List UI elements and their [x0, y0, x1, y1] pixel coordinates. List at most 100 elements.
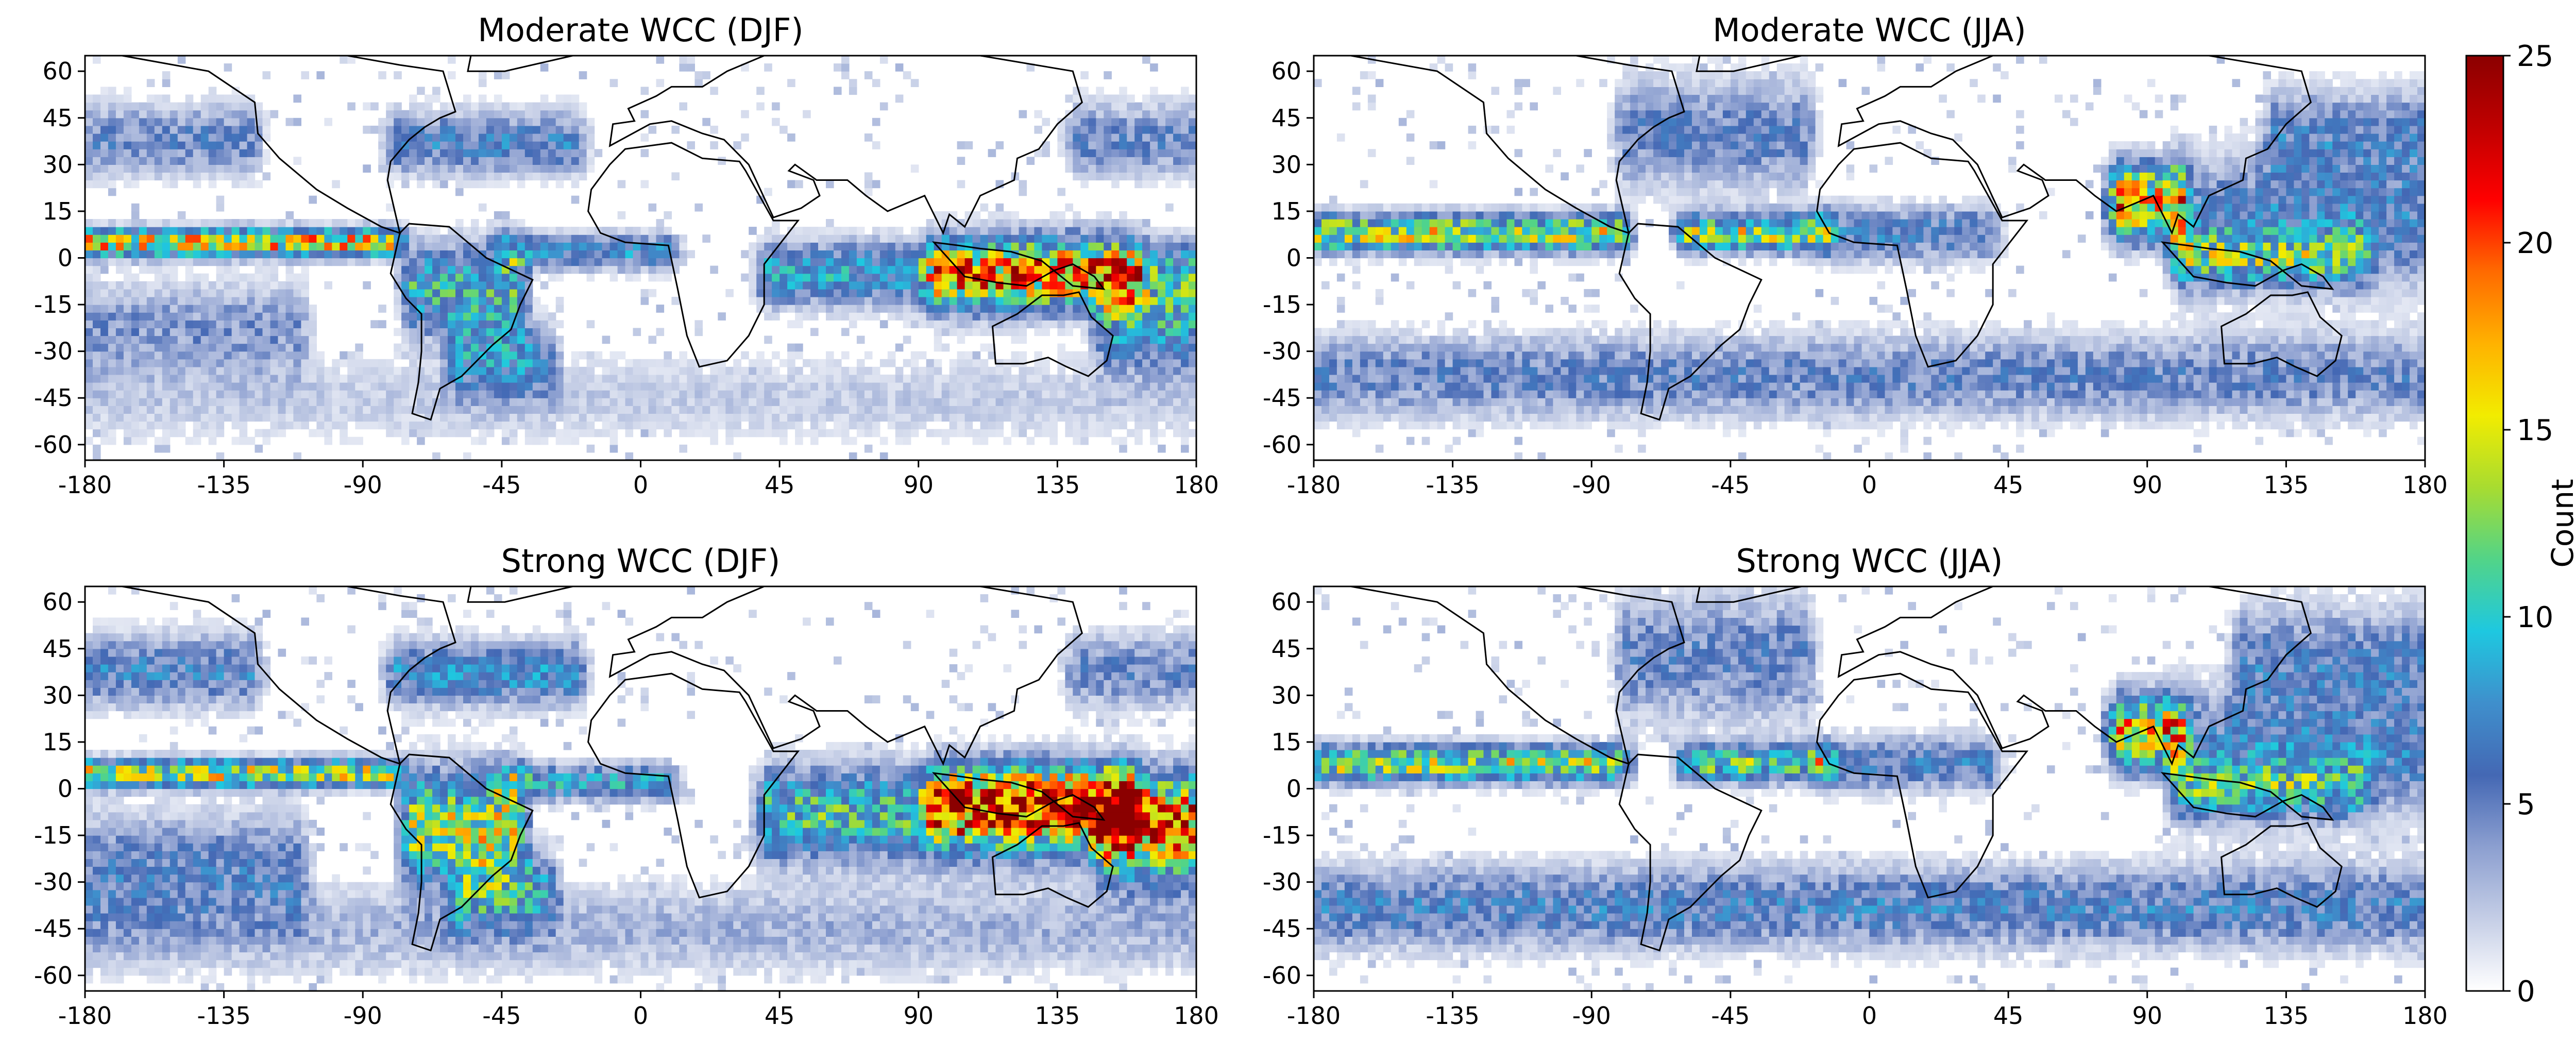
heatmap-cell: [949, 390, 958, 398]
heatmap-cell: [532, 234, 541, 243]
heatmap-cell: [401, 258, 410, 266]
heatmap-cell: [1096, 273, 1104, 282]
heatmap-cell: [772, 406, 780, 414]
heatmap-cell: [1452, 421, 1461, 430]
heatmap-cell: [910, 421, 919, 430]
heatmap-cell: [394, 328, 402, 337]
heatmap-cell: [1584, 421, 1592, 430]
heatmap-cell: [255, 234, 263, 243]
heatmap-cell: [509, 102, 518, 111]
heatmap-cell: [170, 429, 178, 438]
heatmap-cell: [1738, 413, 1747, 422]
heatmap-cell: [555, 359, 564, 367]
heatmap-cell: [471, 117, 479, 126]
heatmap-cell: [208, 133, 217, 142]
heatmap-cell: [1073, 94, 1081, 103]
heatmap-cell: [617, 351, 626, 360]
heatmap-cell: [910, 297, 919, 305]
heatmap-cell: [1134, 227, 1143, 235]
heatmap-cell: [1019, 234, 1027, 243]
heatmap-cell: [154, 343, 163, 352]
heatmap-cell: [1939, 413, 1947, 422]
heatmap-cell: [856, 359, 865, 367]
heatmap-cell: [795, 234, 803, 243]
heatmap-cell: [725, 421, 734, 430]
heatmap-cell: [216, 157, 225, 165]
heatmap-cell: [602, 265, 611, 274]
heatmap-cell: [895, 265, 904, 274]
heatmap-cell: [1545, 421, 1553, 430]
heatmap-cell: [386, 250, 394, 259]
heatmap-cell: [756, 102, 765, 111]
heatmap-cell: [1360, 406, 1368, 414]
heatmap-cell: [2232, 398, 2241, 406]
heatmap-cell: [1119, 382, 1127, 391]
heatmap-cell: [926, 359, 935, 367]
heatmap-cell: [910, 250, 919, 259]
heatmap-cell: [1165, 382, 1174, 391]
heatmap-cell: [756, 390, 765, 398]
heatmap-cell: [1861, 436, 1870, 445]
heatmap-cell: [1088, 398, 1096, 406]
heatmap-cell: [208, 359, 217, 367]
heatmap-cell: [1127, 312, 1135, 321]
heatmap-cell: [980, 382, 989, 391]
heatmap-cell: [818, 265, 826, 274]
heatmap-cell: [1173, 335, 1181, 344]
heatmap-cell: [834, 398, 842, 406]
heatmap-cell: [2093, 413, 2102, 422]
heatmap-cell: [640, 421, 649, 430]
heatmap-cell: [1073, 312, 1081, 321]
heatmap-cell: [524, 157, 533, 165]
heatmap-cell: [208, 351, 217, 360]
heatmap-cell: [586, 164, 595, 173]
heatmap-cell: [301, 398, 309, 406]
heatmap-cell: [841, 258, 850, 266]
heatmap-cell: [517, 312, 526, 321]
heatmap-cell: [2355, 413, 2364, 422]
heatmap-cell: [579, 71, 587, 79]
coastlines: [122, 55, 1114, 421]
heatmap-cell: [494, 289, 502, 297]
heatmap-cell: [1019, 406, 1027, 414]
heatmap-cell: [115, 102, 124, 111]
heatmap-cell: [247, 273, 256, 282]
heatmap-cell: [1591, 413, 1600, 422]
heatmap-cell: [1722, 429, 1731, 438]
heatmap-cell: [579, 382, 587, 391]
heatmap-cell: [1049, 421, 1058, 430]
heatmap-cell: [664, 429, 672, 438]
heatmap-cell: [1165, 242, 1174, 250]
heatmap-cell: [301, 335, 309, 344]
heatmap-cell: [664, 234, 672, 243]
heatmap-cell: [555, 227, 564, 235]
heatmap-cell: [177, 117, 186, 126]
heatmap-cell: [425, 273, 433, 282]
heatmap-cell: [1134, 289, 1143, 297]
heatmap-cell: [656, 234, 665, 243]
heatmap-cell: [1127, 390, 1135, 398]
heatmap-cell: [177, 305, 186, 313]
heatmap-cell: [926, 320, 935, 328]
heatmap-cell: [772, 258, 780, 266]
heatmap-cell: [501, 149, 510, 157]
heatmap-cell: [941, 406, 950, 414]
heatmap-cell: [903, 250, 911, 259]
heatmap-cell: [548, 227, 556, 235]
heatmap-cell: [270, 289, 279, 297]
heatmap-cell: [270, 382, 279, 391]
heatmap-cell: [702, 421, 710, 430]
heatmap-cell: [517, 328, 526, 337]
heatmap-cell: [633, 421, 641, 430]
heatmap-cell: [478, 258, 487, 266]
heatmap-cell: [93, 219, 101, 227]
heatmap-cell: [586, 421, 595, 430]
heatmap-cell: [1977, 406, 1986, 414]
heatmap-cell: [208, 297, 217, 305]
heatmap-cell: [432, 452, 440, 461]
heatmap-cell: [1049, 250, 1058, 259]
heatmap-cell: [856, 421, 865, 430]
heatmap-cell: [471, 398, 479, 406]
heatmap-cell: [1360, 421, 1368, 430]
heatmap-cell: [1080, 71, 1089, 79]
